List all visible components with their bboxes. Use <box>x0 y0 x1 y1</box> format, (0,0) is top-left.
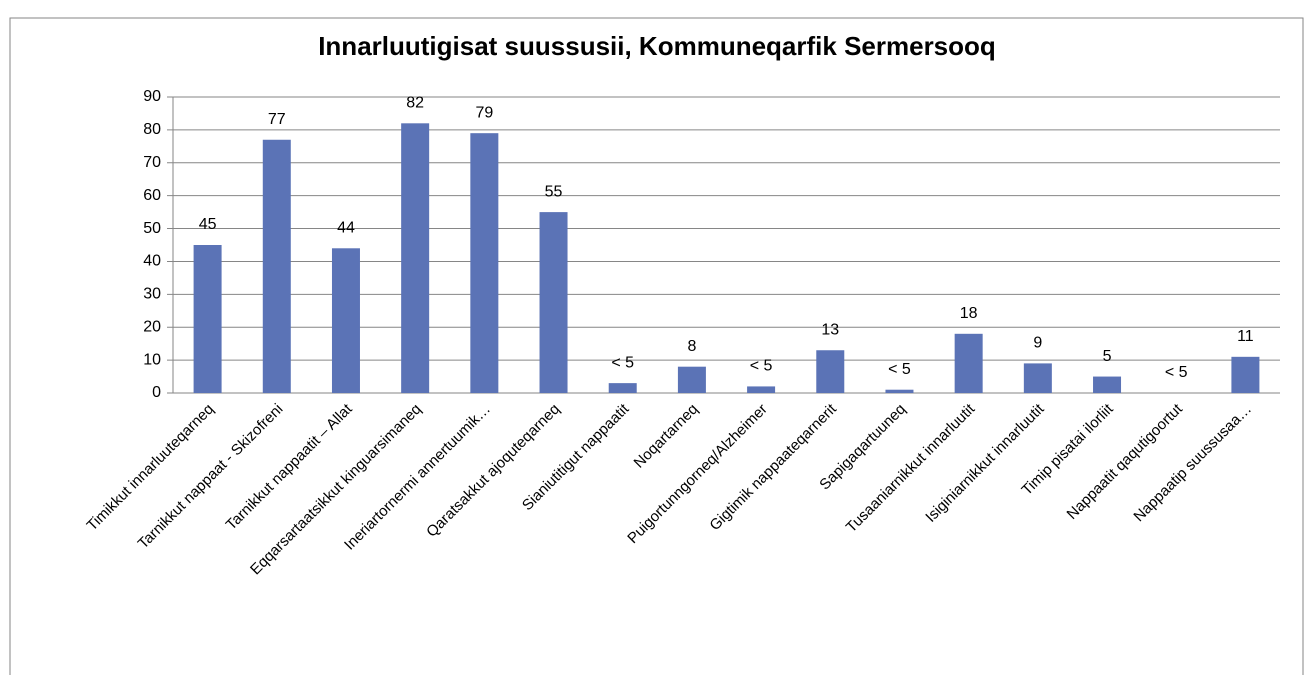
data-label: 82 <box>406 95 424 112</box>
bar <box>470 133 499 393</box>
chart-title: Innarluutigisat suussusii, Kommuneqarfik… <box>318 31 996 61</box>
bar <box>539 212 568 393</box>
y-tick-label: 40 <box>143 253 161 270</box>
data-label: < 5 <box>611 354 634 371</box>
data-label: 55 <box>545 183 563 200</box>
data-label: 9 <box>1033 335 1042 352</box>
bar <box>331 248 360 393</box>
bar <box>608 383 637 393</box>
y-tick-label: 80 <box>143 121 161 138</box>
data-label: 77 <box>268 111 286 128</box>
data-label: 11 <box>1237 328 1254 345</box>
y-tick-label: 90 <box>143 88 161 105</box>
y-tick-label: 30 <box>143 286 161 303</box>
bar <box>747 386 776 393</box>
data-label: < 5 <box>888 361 911 378</box>
y-tick-label: 50 <box>143 220 161 237</box>
data-label: 44 <box>337 220 355 237</box>
y-tick-label: 0 <box>152 384 161 401</box>
y-tick-label: 20 <box>143 318 161 335</box>
data-label: < 5 <box>1165 364 1188 381</box>
data-label: 45 <box>199 216 217 233</box>
bar <box>1023 363 1052 393</box>
data-label: 13 <box>821 321 839 338</box>
data-label: 5 <box>1103 348 1112 365</box>
data-label: 79 <box>475 104 493 121</box>
bar <box>677 366 706 393</box>
bar <box>885 389 914 393</box>
bar <box>193 245 222 393</box>
bar <box>401 123 430 394</box>
bar <box>816 350 845 393</box>
chart-frame <box>9 17 1304 675</box>
bar <box>1093 376 1122 393</box>
y-tick-label: 60 <box>143 187 161 204</box>
bar <box>954 333 983 393</box>
data-label: 18 <box>960 305 978 322</box>
bar <box>262 139 291 393</box>
y-tick-label: 10 <box>143 351 161 368</box>
data-label: 8 <box>687 338 696 355</box>
data-label: < 5 <box>750 358 773 375</box>
y-tick-label: 70 <box>143 154 161 171</box>
bar <box>1231 356 1260 393</box>
